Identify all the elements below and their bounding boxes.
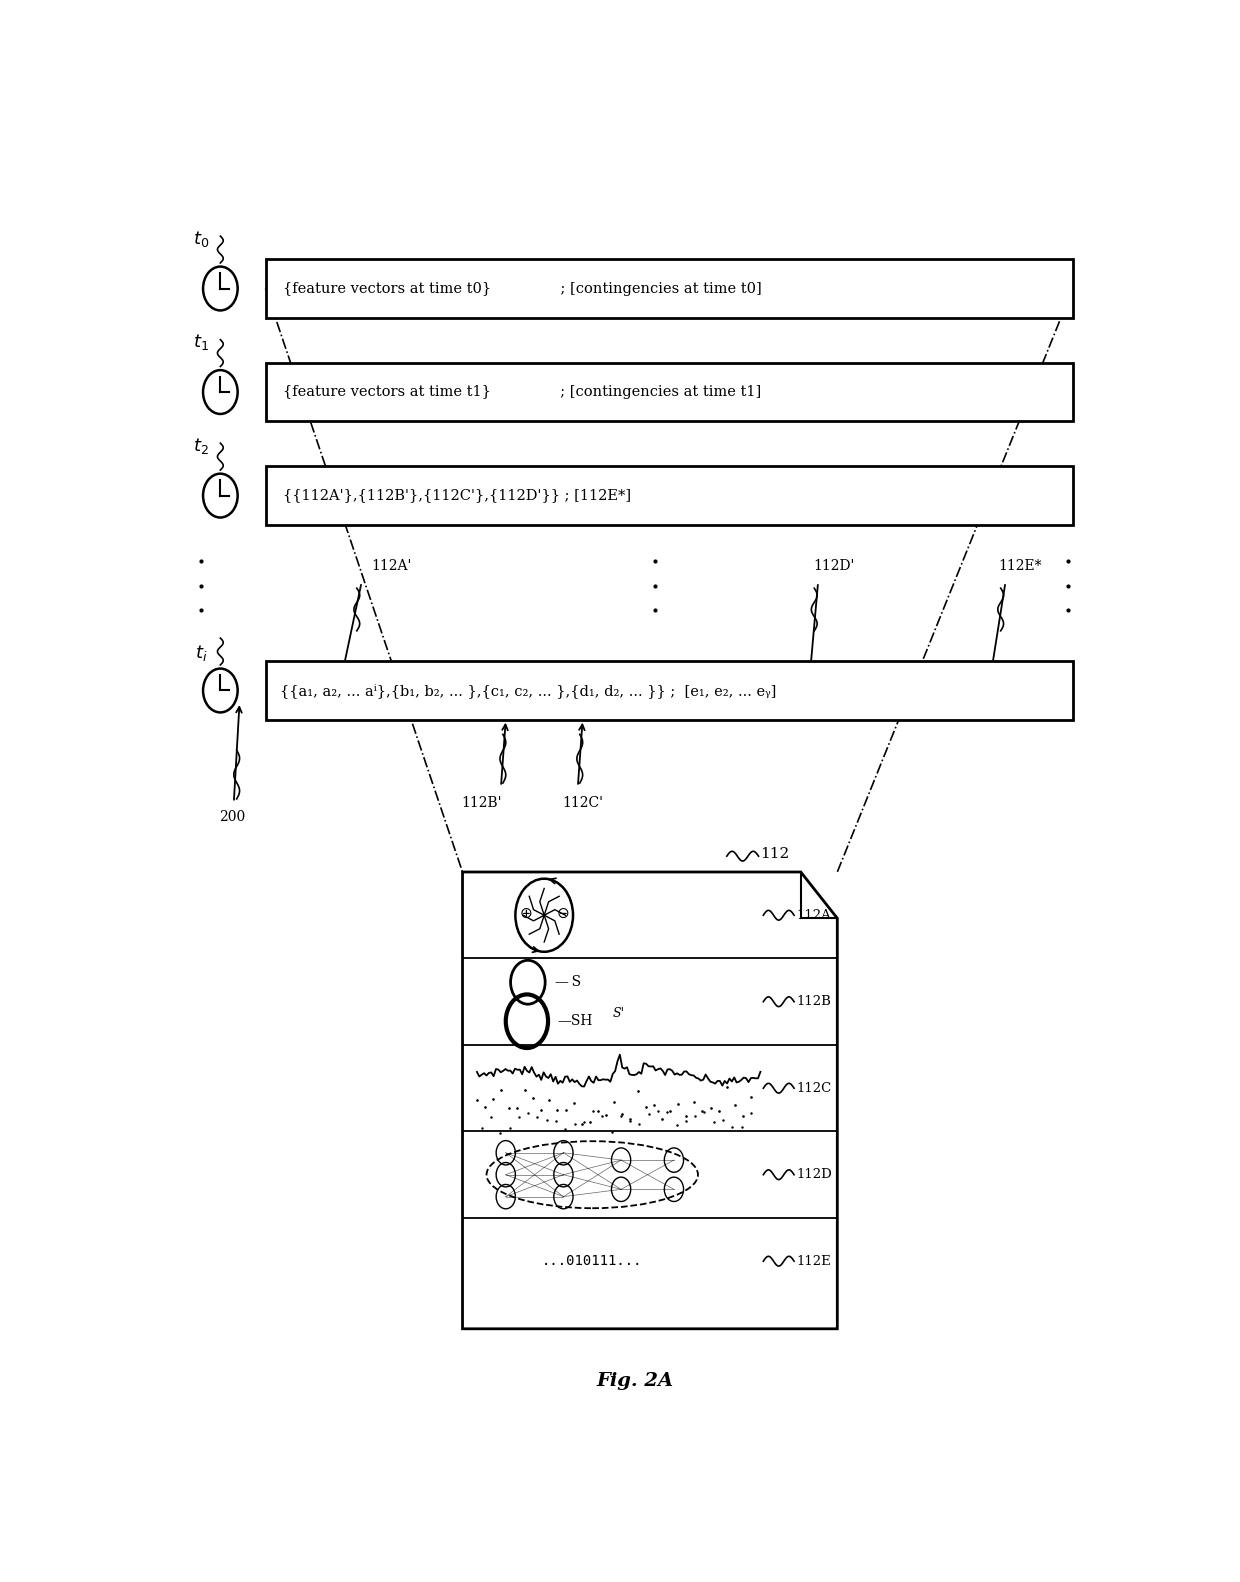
Text: $\ominus$: $\ominus$ xyxy=(557,906,569,921)
Text: 112B: 112B xyxy=(796,995,831,1008)
Text: $t_1$: $t_1$ xyxy=(193,332,210,353)
Bar xyxy=(265,467,1073,525)
Text: $t_i$: $t_i$ xyxy=(195,642,207,663)
Text: $t_2$: $t_2$ xyxy=(193,435,210,456)
Text: 112C': 112C' xyxy=(562,796,603,810)
Text: 112A: 112A xyxy=(796,908,831,922)
Bar xyxy=(265,661,1073,720)
Text: {feature vectors at time t1}               ; [contingencies at time t1]: {feature vectors at time t1} ; [continge… xyxy=(283,384,761,399)
Text: S': S' xyxy=(613,1008,625,1020)
Text: ...010111...: ...010111... xyxy=(542,1255,642,1269)
Text: $t_0$: $t_0$ xyxy=(193,228,210,248)
Text: 112D': 112D' xyxy=(813,560,854,573)
Ellipse shape xyxy=(486,1141,698,1209)
Text: 112E*: 112E* xyxy=(998,560,1043,573)
Text: 112: 112 xyxy=(760,846,790,861)
Text: —SH: —SH xyxy=(558,1014,593,1028)
Text: 112B': 112B' xyxy=(461,796,502,810)
Polygon shape xyxy=(463,872,837,1329)
Text: {{a₁, a₂, ... aⁱ},{b₁, b₂, ... },{c₁, c₂, ... },{d₁, d₂, ... }} ;  [e₁, e₂, ... : {{a₁, a₂, ... aⁱ},{b₁, b₂, ... },{c₁, c₂… xyxy=(280,683,776,698)
Text: {feature vectors at time t0}               ; [contingencies at time t0]: {feature vectors at time t0} ; [continge… xyxy=(283,282,761,296)
Text: 112A': 112A' xyxy=(371,560,412,573)
Text: 200: 200 xyxy=(218,810,246,824)
Text: 112D: 112D xyxy=(796,1168,832,1182)
Bar xyxy=(265,362,1073,421)
Text: — S: — S xyxy=(554,975,580,989)
Text: Fig. 2A: Fig. 2A xyxy=(596,1372,675,1391)
Text: $\oplus$: $\oplus$ xyxy=(518,906,532,921)
Text: 112C: 112C xyxy=(796,1082,831,1095)
Text: {{112A'},{112B'},{112C'},{112D'}} ; [112E*]: {{112A'},{112B'},{112C'},{112D'}} ; [112… xyxy=(283,489,631,503)
Bar xyxy=(265,259,1073,318)
Text: 112E: 112E xyxy=(796,1255,831,1267)
